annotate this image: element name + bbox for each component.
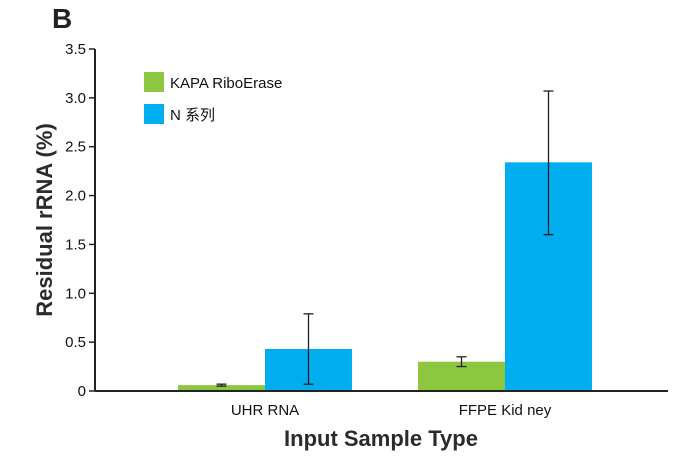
legend-label: N 系列 bbox=[170, 107, 215, 124]
bar bbox=[178, 385, 265, 391]
legend-swatch bbox=[144, 104, 164, 124]
error-bars-layer bbox=[216, 90, 554, 387]
y-tick-label: 1.5 bbox=[65, 236, 86, 253]
y-ticks-layer: 0 0.5 1.0 1.5 2.0 2.5 3.0 3.5 bbox=[65, 41, 95, 400]
x-category-label: FFPE Kid ney bbox=[459, 402, 552, 419]
bars-layer bbox=[178, 162, 592, 391]
y-tick-label: 2.5 bbox=[65, 139, 86, 156]
y-tick-label: 3.0 bbox=[65, 90, 86, 107]
y-axis-title: Residual rRNA (%) bbox=[32, 123, 57, 317]
y-tick-label: 1.0 bbox=[65, 285, 86, 302]
x-category-label: UHR RNA bbox=[231, 402, 299, 419]
x-axis-title: Input Sample Type bbox=[284, 426, 478, 451]
y-tick-label: 2.0 bbox=[65, 188, 86, 205]
y-tick-label: 0.5 bbox=[65, 334, 86, 351]
panel-label: B bbox=[52, 3, 72, 34]
legend: KAPA RiboErase N 系列 bbox=[144, 72, 282, 124]
legend-swatch bbox=[144, 72, 164, 92]
y-tick-label: 0 bbox=[78, 383, 86, 400]
x-categories-layer: UHR RNA FFPE Kid ney bbox=[231, 402, 552, 419]
legend-label: KAPA RiboErase bbox=[170, 75, 282, 92]
y-tick-label: 3.5 bbox=[65, 41, 86, 58]
